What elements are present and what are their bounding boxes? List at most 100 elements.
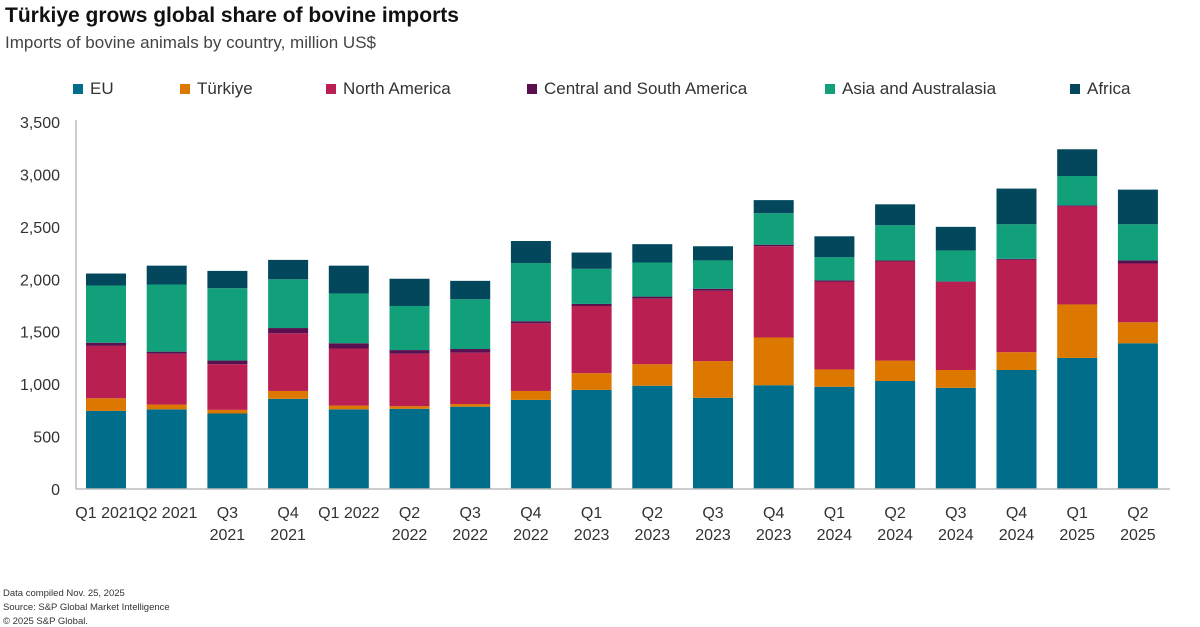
- x-tick-label: 2023: [574, 527, 610, 544]
- x-tick-label: Q2: [884, 505, 905, 522]
- bar-segment-asia-and-australasia: [814, 257, 855, 281]
- x-tick-label: 2024: [877, 527, 913, 544]
- bar-segment-t-rkiye: [1057, 304, 1098, 358]
- x-tick-label: 2025: [1120, 527, 1156, 544]
- bar-segment-central-and-south-america: [935, 281, 976, 282]
- x-tick-label: 2022: [392, 527, 428, 544]
- bar-segment-africa: [1117, 189, 1158, 225]
- bar-segment-eu: [207, 413, 248, 489]
- bar-segment-asia-and-australasia: [207, 288, 248, 361]
- legend-swatch: [825, 84, 835, 94]
- bar-segment-north-america: [875, 261, 916, 361]
- bar-segment-africa: [571, 252, 612, 269]
- bar-segment-central-and-south-america: [875, 260, 916, 262]
- bar-segment-north-america: [935, 281, 976, 370]
- bar-segment-north-america: [753, 246, 794, 338]
- bar-segment-t-rkiye: [814, 369, 855, 387]
- legend-item-central-south-america: Central and South America: [527, 79, 747, 99]
- y-tick-label: 500: [33, 430, 60, 447]
- bar-segment-africa: [875, 204, 916, 226]
- bar-segment-asia-and-australasia: [1117, 224, 1158, 261]
- bar-segment-eu: [693, 397, 733, 489]
- bar-segment-central-and-south-america: [1117, 260, 1158, 264]
- chart-title: Türkiye grows global share of bovine imp…: [5, 4, 459, 27]
- bar-segment-t-rkiye: [935, 369, 976, 388]
- bar-segment-north-america: [571, 306, 612, 374]
- y-tick-label: 1,000: [20, 377, 60, 394]
- bar-segment-africa: [996, 188, 1037, 225]
- bar-segment-central-and-south-america: [632, 296, 673, 299]
- bar-segment-asia-and-australasia: [328, 293, 369, 344]
- legend-item-africa: Africa: [1070, 79, 1130, 99]
- bar-segment-asia-and-australasia: [875, 225, 916, 261]
- x-tick-label: 2025: [1059, 527, 1095, 544]
- x-tick-label: 2024: [817, 527, 853, 544]
- legend-item-asia-australasia: Asia and Australasia: [825, 79, 996, 99]
- bar-segment-africa: [510, 241, 551, 264]
- bar-segment-north-america: [328, 348, 369, 406]
- bar-segment-eu: [1117, 343, 1158, 489]
- bar-segment-central-and-south-america: [146, 351, 187, 354]
- x-tick-label: Q2: [1127, 505, 1148, 522]
- bar-segment-eu: [935, 387, 976, 489]
- bar-segment-eu: [510, 399, 551, 489]
- bar-segment-central-and-south-america: [328, 343, 369, 349]
- bar-segment-central-and-south-america: [996, 258, 1037, 260]
- bar-segment-north-america: [632, 298, 673, 365]
- bar-segment-africa: [207, 270, 248, 289]
- bar-segment-north-america: [814, 281, 855, 370]
- bar-segment-eu: [814, 386, 855, 489]
- bar-segment-eu: [86, 410, 126, 489]
- bar-segment-eu: [146, 409, 187, 489]
- x-tick-label: 2024: [999, 527, 1035, 544]
- bar-segment-central-and-south-america: [450, 349, 491, 353]
- legend-label: EU: [90, 79, 114, 98]
- legend-swatch: [527, 84, 537, 94]
- bar-segment-africa: [450, 280, 491, 300]
- x-tick-label: 2023: [756, 527, 792, 544]
- legend-item-eu: EU: [73, 79, 114, 99]
- bar-segment-t-rkiye: [146, 404, 187, 410]
- x-tick-label: Q3: [702, 505, 723, 522]
- x-tick-label: 2021: [210, 527, 246, 544]
- bar-segment-asia-and-australasia: [268, 279, 309, 329]
- legend-swatch: [326, 84, 336, 94]
- legend-label: Africa: [1087, 79, 1131, 98]
- bar-segment-africa: [146, 265, 187, 285]
- bar-segment-eu: [268, 398, 309, 489]
- bar-segment-africa: [86, 273, 126, 286]
- bar-segment-asia-and-australasia: [389, 306, 430, 351]
- x-tick-label: 2022: [452, 527, 488, 544]
- bar-segment-africa: [268, 259, 309, 280]
- bar-segment-central-and-south-america: [510, 321, 551, 324]
- x-tick-label: Q4: [1006, 505, 1027, 522]
- x-tick-label: 2021: [270, 527, 306, 544]
- y-tick-label: 2,500: [20, 220, 60, 237]
- bar-segment-africa: [389, 278, 430, 307]
- x-tick-label: Q3: [945, 505, 966, 522]
- legend-item-turkiye: Türkiye: [180, 79, 253, 99]
- bar-segment-central-and-south-america: [693, 288, 733, 291]
- bar-segment-asia-and-australasia: [753, 213, 794, 245]
- y-tick-label: 3,000: [20, 167, 60, 184]
- footer-source: Source: S&P Global Market Intelligence: [3, 602, 170, 613]
- bar-segment-t-rkiye: [207, 409, 248, 414]
- y-tick-label: 3,500: [20, 115, 60, 132]
- bar-segment-central-and-south-america: [389, 350, 430, 354]
- bar-segment-t-rkiye: [875, 360, 916, 381]
- bar-segment-north-america: [450, 352, 491, 405]
- x-tick-label: 2022: [513, 527, 549, 544]
- bar-segment-central-and-south-america: [1057, 205, 1098, 207]
- y-tick-label: 2,000: [20, 272, 60, 289]
- x-tick-label: Q4: [520, 505, 541, 522]
- legend-item-north-america: North America: [326, 79, 451, 99]
- x-tick-label: Q3: [217, 505, 238, 522]
- bar-segment-t-rkiye: [86, 398, 126, 411]
- bar-segment-central-and-south-america: [571, 303, 612, 307]
- bar-segment-eu: [1057, 357, 1098, 489]
- bar-segment-t-rkiye: [632, 364, 673, 386]
- chart-subtitle: Imports of bovine animals by country, mi…: [5, 33, 377, 52]
- bar-segment-asia-and-australasia: [1057, 176, 1098, 206]
- legend-swatch: [180, 84, 190, 94]
